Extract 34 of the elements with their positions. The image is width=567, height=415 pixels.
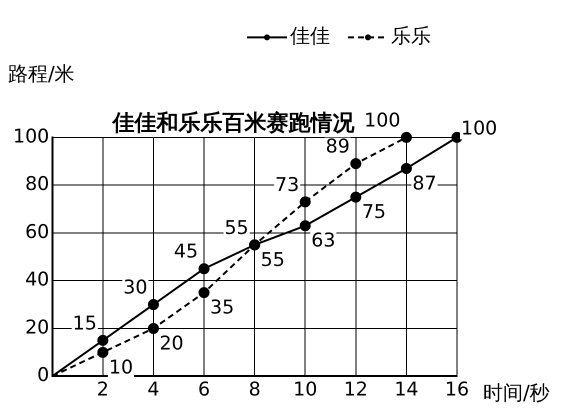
legend-label: 佳佳 (290, 24, 330, 48)
x-tick-label: 4 (147, 378, 160, 401)
y-tick-label: 0 (37, 364, 50, 386)
data-label: 63 (311, 230, 336, 252)
data-label: 45 (174, 240, 198, 263)
y-tick-label: 20 (25, 316, 50, 338)
y-tick-label: 40 (25, 268, 50, 291)
y-tick-label: 100 (13, 125, 50, 148)
y-tick-label: 80 (25, 173, 50, 196)
data-label: 100 (461, 117, 498, 140)
legend-label: 乐乐 (391, 24, 431, 48)
x-tick-label: 8 (248, 378, 261, 401)
x-axis-title: 时间/秒 (483, 380, 550, 404)
x-tick-label: 6 (198, 378, 210, 401)
data-label: 87 (412, 172, 437, 194)
data-label: 30 (123, 276, 148, 298)
x-tick-label: 14 (394, 378, 418, 401)
x-tick-label: 2 (96, 378, 109, 401)
data-label: 89 (326, 136, 350, 158)
y-axis-title: 路程/米 (8, 62, 75, 86)
data-label: 55 (224, 216, 249, 239)
x-tick-label: 12 (344, 378, 368, 401)
x-tick-label: 10 (293, 378, 318, 401)
data-label: 15 (72, 312, 97, 334)
data-label: 73 (275, 174, 300, 196)
data-label: 100 (364, 109, 400, 132)
chart-title: 佳佳和乐乐百米赛跑情况 (112, 110, 356, 136)
data-label: 35 (210, 296, 234, 319)
x-tick-label: 16 (444, 378, 470, 401)
data-label: 75 (362, 201, 386, 224)
y-tick-label: 60 (25, 220, 50, 243)
data-label: 55 (260, 248, 285, 271)
data-label: 10 (108, 356, 134, 378)
data-label: 20 (159, 332, 184, 354)
